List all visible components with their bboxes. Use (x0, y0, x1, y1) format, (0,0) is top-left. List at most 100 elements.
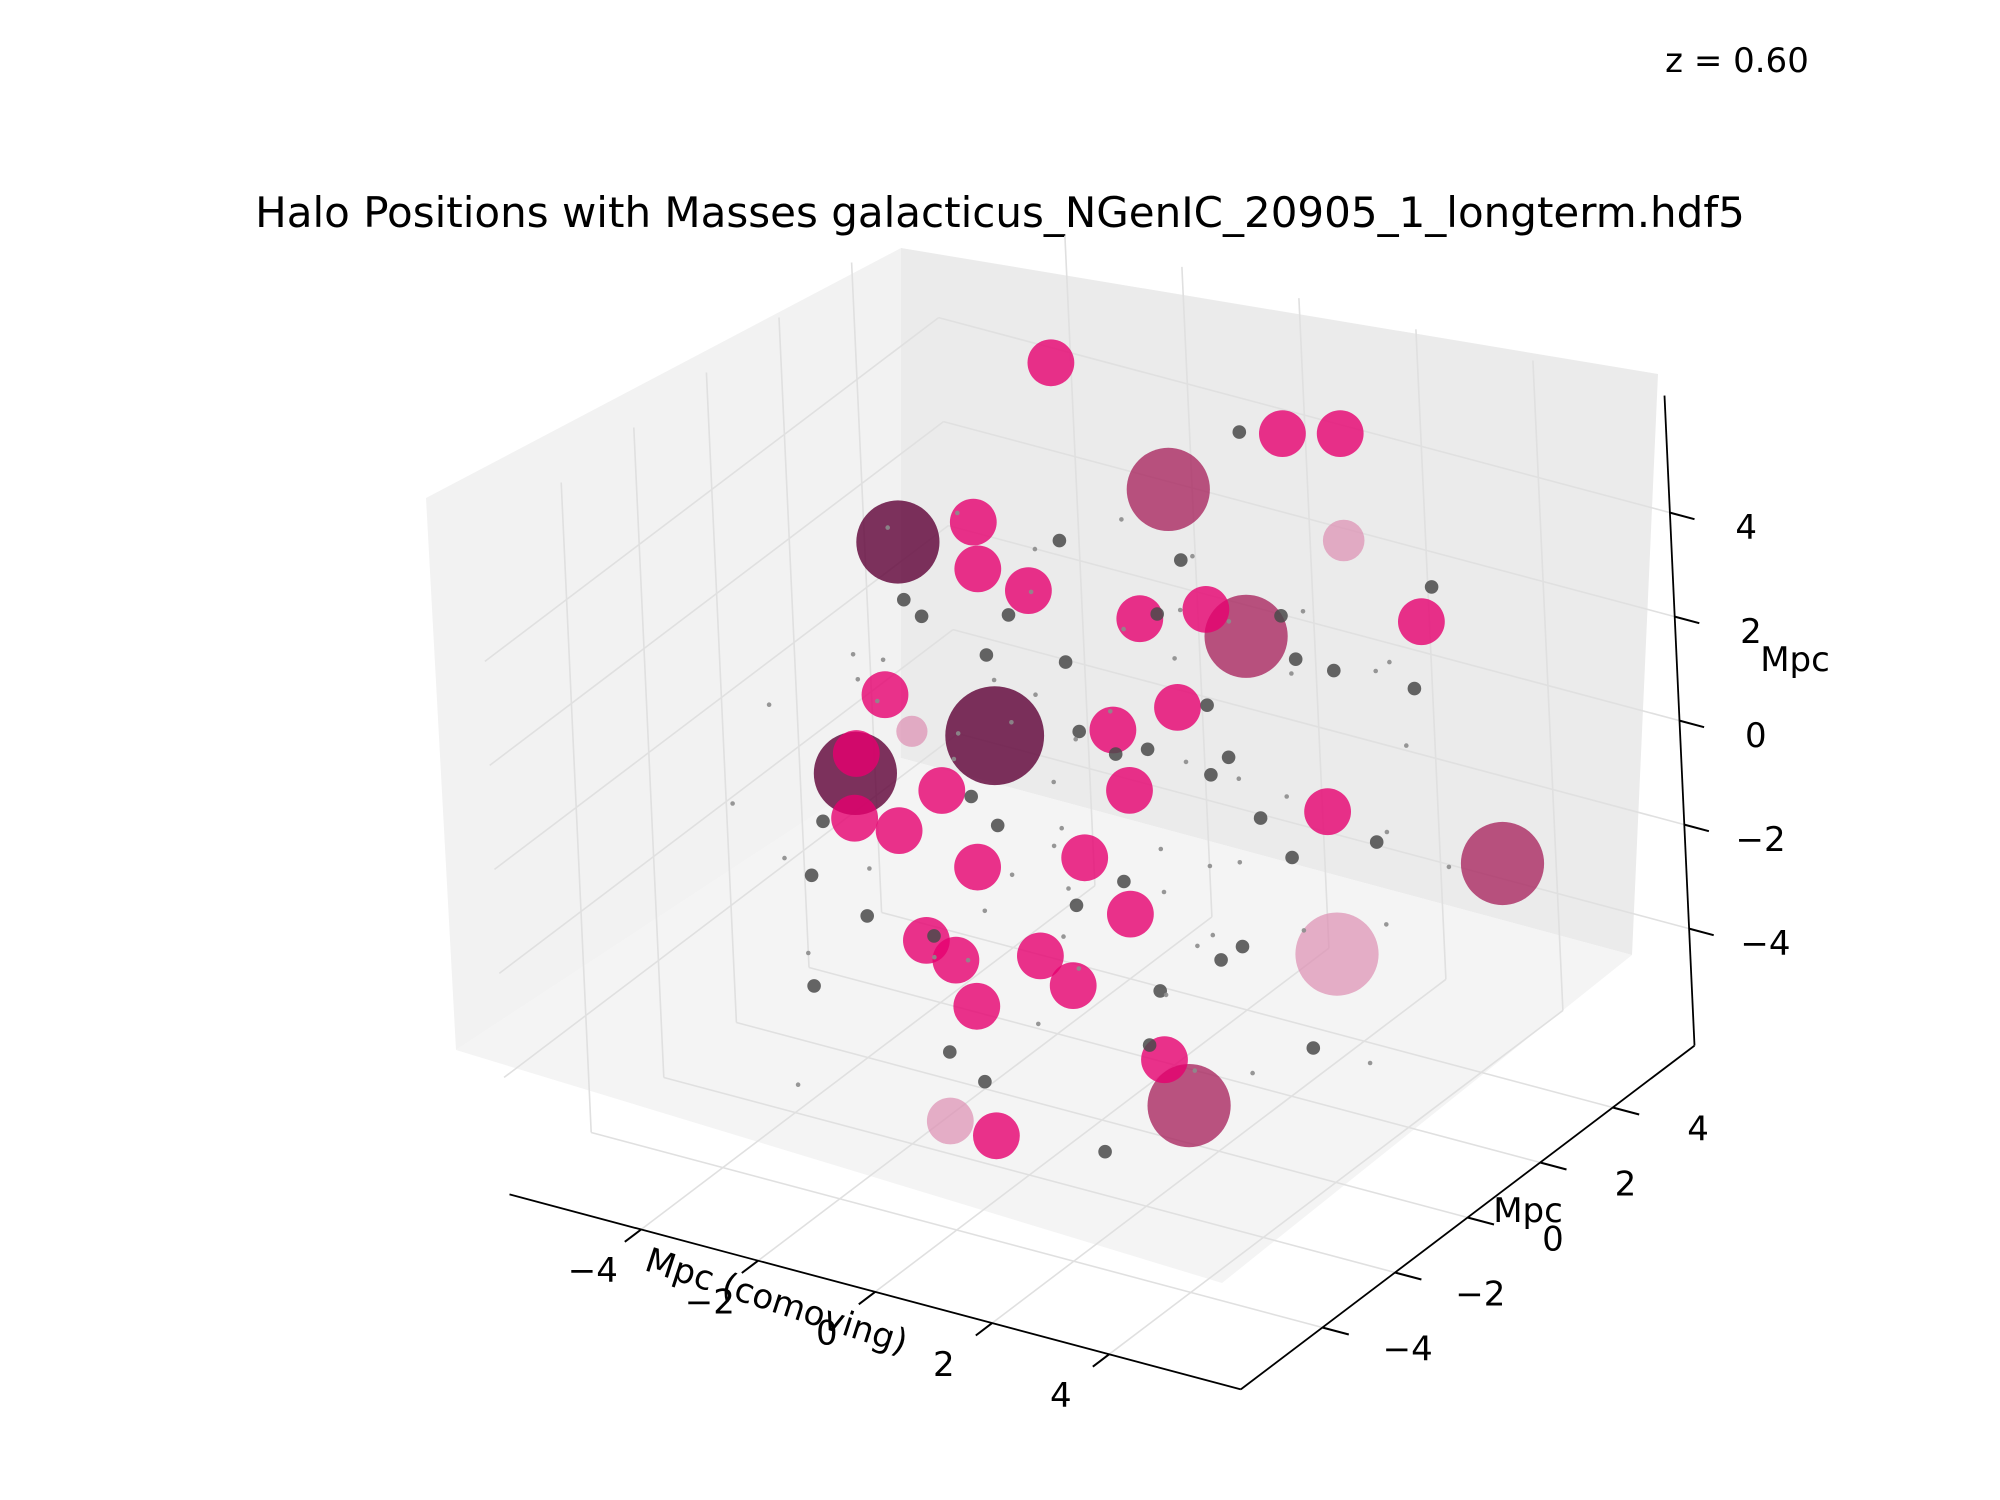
y-tick-label: −4 (1383, 1330, 1433, 1370)
medium-halo-point (1304, 788, 1351, 836)
dust-halo-point (1236, 776, 1242, 781)
dust-halo-point (1237, 860, 1243, 865)
medium-halo-point (1017, 932, 1064, 980)
small-halo-point (807, 979, 821, 993)
small-halo-point (1306, 1041, 1321, 1055)
dust-halo-point (1387, 659, 1392, 665)
x-tick-label: 2 (933, 1345, 955, 1385)
largest-halo-point (945, 686, 1045, 786)
grid-line (494, 524, 949, 871)
z-tick-label: −4 (1740, 924, 1790, 964)
y-tick (1467, 1216, 1495, 1226)
medium-halo-point (918, 767, 966, 814)
dust-halo-point (1076, 966, 1082, 971)
small-halo-point (816, 814, 830, 829)
z-tick (1679, 719, 1705, 729)
small-halo-point (1072, 724, 1086, 739)
small-halo-point (1285, 850, 1299, 865)
pale-halo-point (1295, 912, 1379, 996)
x-tick (741, 1259, 759, 1274)
grid-line (1415, 329, 1447, 980)
dust-halo-point (1210, 932, 1216, 938)
dust-halo-point (885, 525, 890, 530)
small-halo-point (1327, 663, 1341, 678)
small-halo-point (1174, 553, 1188, 567)
small-halo-point (1052, 533, 1067, 548)
small-halo-point (943, 1045, 957, 1059)
small-halo-point (914, 609, 929, 624)
dust-halo-point (991, 677, 997, 683)
dust-halo-point (875, 698, 880, 704)
x-axis-label: Mpc (comoving) (640, 1240, 912, 1362)
z-tick-label: 2 (1740, 612, 1762, 652)
dust-halo-point (1384, 922, 1389, 927)
dust-halo-point (1061, 934, 1066, 939)
dust-halo-point (955, 510, 960, 516)
medium-halo-point (1259, 410, 1306, 457)
small-halo-point (978, 1074, 992, 1089)
medium-halo-point (832, 730, 880, 777)
medium-halo-point (1089, 706, 1137, 754)
dust-halo-point (1073, 736, 1078, 742)
small-halo-point (1058, 655, 1073, 669)
x-axis-line (509, 1193, 1242, 1391)
dust-halo-point (1289, 671, 1294, 676)
medium-halo-point (1049, 962, 1097, 1009)
small-halo-point (964, 789, 978, 804)
y-tick (1394, 1271, 1422, 1281)
small-halo-point (979, 648, 994, 662)
x-tick (975, 1322, 993, 1337)
large-halo-point (1147, 1064, 1231, 1148)
y-axis-label: Mpc (1493, 1191, 1563, 1231)
redshift-label: z = 0.60 (1665, 41, 1809, 81)
small-halo-point (1098, 1144, 1112, 1159)
dust-halo-point (965, 957, 971, 963)
medium-halo-point (1398, 598, 1445, 646)
y-tick-label: 2 (1615, 1165, 1637, 1205)
medium-halo-point (954, 545, 1002, 593)
medium-halo-point (1107, 890, 1154, 938)
medium-halo-point (949, 498, 997, 546)
largest-halo-point (856, 500, 940, 584)
small-halo-point (1274, 609, 1288, 623)
y-tick-label: 4 (1687, 1110, 1709, 1150)
medium-halo-point (1154, 684, 1201, 731)
z-tick-label: −2 (1736, 820, 1786, 860)
x-tick-label: −2 (685, 1282, 735, 1322)
small-halo-point (1214, 953, 1228, 967)
dust-halo-point (932, 954, 937, 960)
dust-halo-point (1163, 992, 1169, 998)
y-tick-label: −2 (1455, 1275, 1505, 1315)
grid-line (881, 911, 1614, 1109)
x-tick (1092, 1353, 1110, 1368)
medium-halo-point (1061, 834, 1109, 882)
small-halo-point (1407, 681, 1422, 696)
small-halo-point (927, 929, 941, 943)
small-halo-point (1153, 984, 1167, 998)
small-halo-point (1108, 747, 1123, 761)
small-halo-point (1142, 1038, 1157, 1052)
dust-halo-point (1036, 1021, 1041, 1027)
small-halo-point (1204, 768, 1218, 782)
z-tick (1669, 511, 1695, 521)
small-halo-point (804, 868, 819, 883)
dust-halo-point (1192, 1068, 1198, 1073)
dust-halo-point (850, 652, 856, 657)
dust-halo-point (1161, 889, 1167, 895)
dust-halo-point (1190, 553, 1195, 559)
grid-line (484, 316, 940, 663)
small-halo-point (1117, 874, 1131, 889)
small-halo-point (860, 909, 874, 923)
dust-halo-point (1367, 1060, 1373, 1066)
x-tick-label: 0 (816, 1314, 838, 1354)
chart-title: Halo Positions with Masses galacticus_NG… (255, 188, 1745, 237)
medium-halo-point (903, 917, 950, 964)
dust-halo-point (1108, 709, 1113, 714)
z-tick (1674, 615, 1700, 625)
dust-halo-point (1009, 872, 1015, 878)
dust-halo-point (1119, 517, 1124, 522)
z-tick-label: 0 (1745, 716, 1767, 756)
medium-halo-point (953, 982, 1001, 1030)
medium-halo-point (831, 794, 878, 842)
